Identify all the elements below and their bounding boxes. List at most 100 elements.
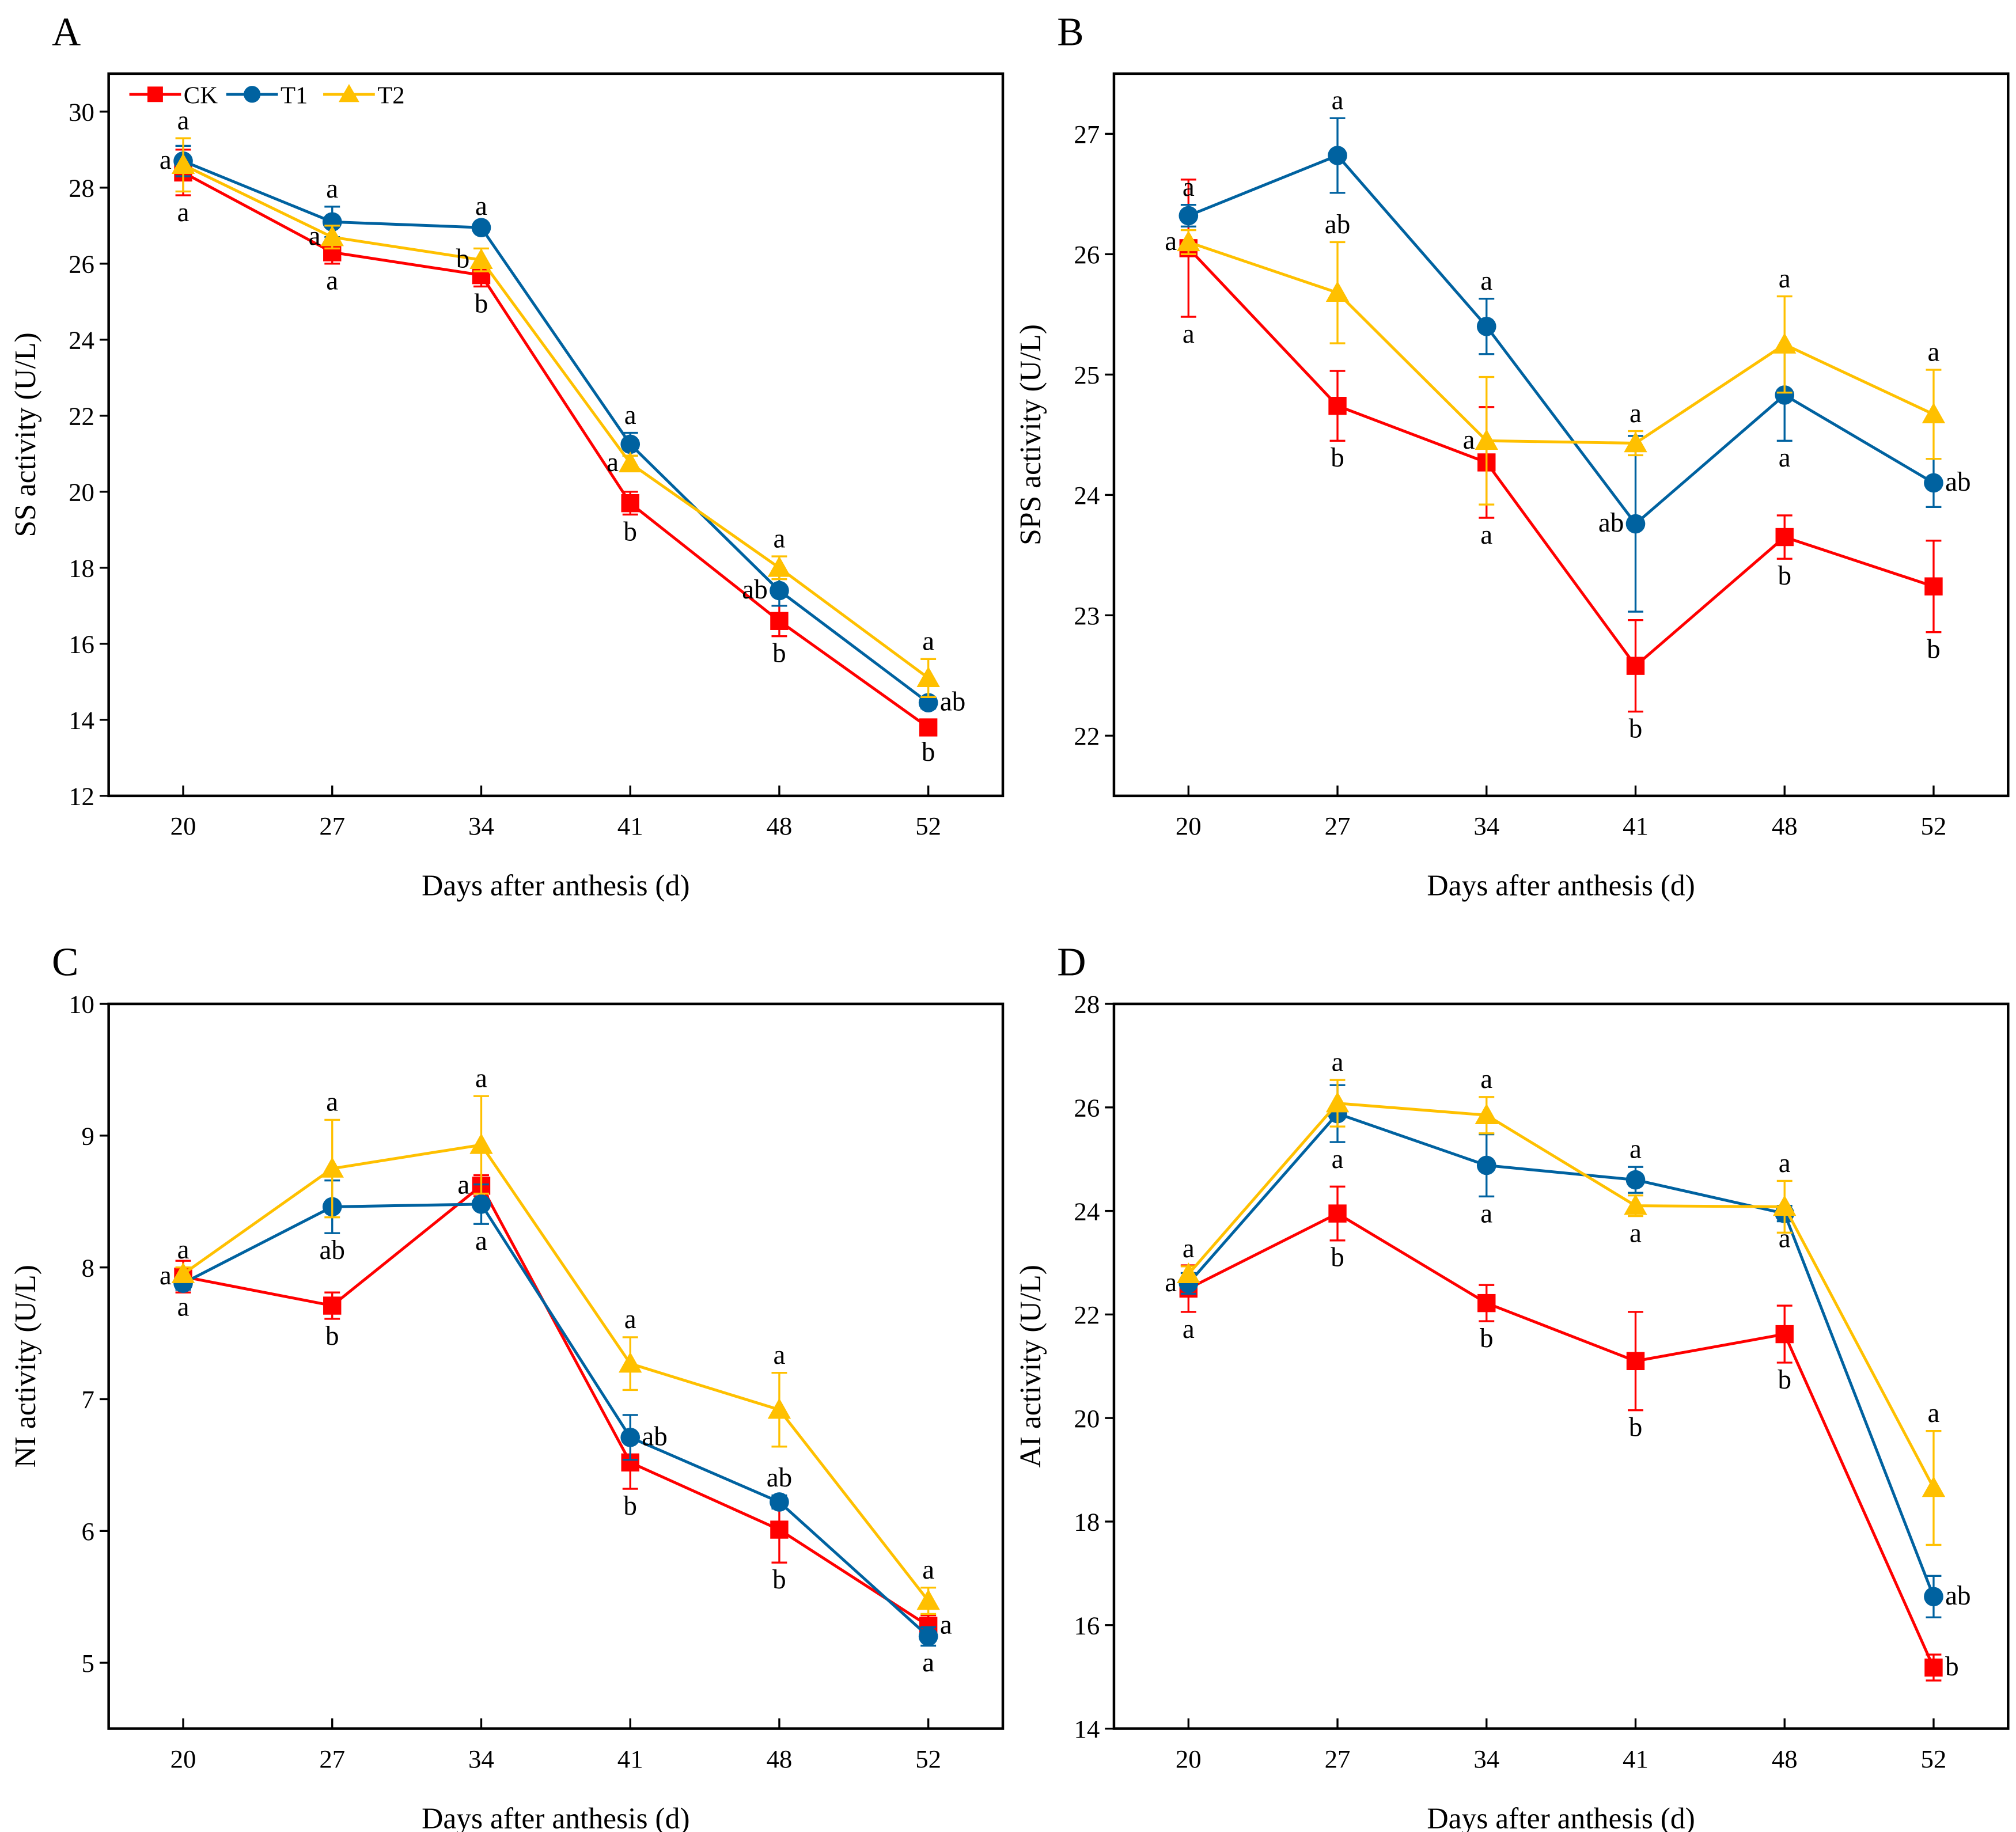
y-tick-label: 14: [69, 706, 94, 735]
x-tick-label: 48: [1772, 1744, 1798, 1773]
significance-letter: a: [1927, 337, 1939, 367]
y-axis-label: SPS activity (U/L): [1014, 324, 1047, 545]
significance-letter: a: [326, 1087, 338, 1117]
legend-label-CK: CK: [184, 82, 218, 109]
significance-letter: a: [326, 266, 338, 296]
significance-letter: a: [1332, 85, 1344, 115]
data-point-circle: [770, 581, 789, 601]
x-tick-label: 41: [1623, 1744, 1649, 1773]
significance-letter: a: [475, 191, 487, 221]
y-tick-label: 30: [69, 98, 94, 127]
y-tick-label: 5: [82, 1649, 94, 1678]
significance-letter: a: [475, 1064, 487, 1094]
x-tick-label: 20: [1176, 1744, 1202, 1773]
data-point-triangle: [320, 225, 344, 246]
significance-letter: a: [624, 1304, 636, 1334]
data-point-triangle: [1922, 1476, 1946, 1497]
series-CK: a b b b b b: [1179, 1185, 1959, 1682]
x-tick-label: 34: [468, 811, 494, 840]
y-tick-label: 18: [1074, 1508, 1100, 1537]
significance-letter: a: [1183, 172, 1195, 202]
data-point-triangle: [1624, 431, 1647, 453]
x-tick-label: 27: [319, 811, 345, 840]
y-tick-label: 25: [1074, 361, 1100, 389]
x-tick-label: 41: [1623, 811, 1649, 840]
x-axis-label: Days after anthesis (d): [422, 870, 689, 902]
y-axis-label: NI activity (U/L): [9, 1265, 42, 1467]
y-tick-label: 14: [1074, 1715, 1100, 1743]
legend-marker-triangle: [338, 84, 359, 103]
data-point-triangle: [1177, 230, 1200, 252]
data-point-circle: [770, 1492, 789, 1512]
y-tick-label: 20: [1074, 1404, 1100, 1433]
data-point-square: [1924, 1658, 1943, 1677]
x-tick-label: 27: [319, 1744, 345, 1773]
legend-marker-square: [147, 86, 163, 103]
data-point-square: [919, 718, 938, 737]
data-point-square: [1328, 397, 1347, 415]
significance-letter: a: [922, 627, 934, 657]
significance-letter: ab: [1325, 210, 1350, 240]
significance-letter: b: [475, 289, 488, 318]
series-line-T2: [1188, 241, 1934, 445]
y-tick-label: 18: [69, 554, 94, 583]
significance-letter: b: [922, 737, 935, 767]
x-tick-label: 34: [468, 1744, 494, 1773]
y-tick-label: 26: [69, 250, 94, 279]
significance-letter: b: [325, 1321, 339, 1351]
significance-letter: a: [1779, 264, 1791, 294]
significance-letter: ab: [940, 687, 965, 717]
x-axis-label: Days after anthesis (d): [1427, 1802, 1695, 1832]
data-point-triangle: [1624, 1194, 1647, 1215]
data-point-square: [323, 1296, 342, 1315]
series-line-T2: [182, 164, 930, 680]
significance-letter: a: [1165, 1268, 1177, 1298]
significance-letter: a: [177, 1292, 190, 1322]
data-point-triangle: [1773, 1195, 1797, 1216]
data-point-square: [1626, 657, 1645, 675]
x-tick-label: 41: [617, 811, 643, 840]
data-point-triangle: [1922, 403, 1946, 424]
panel-C: C 5 6 7 8 9 10 20 27 34 41 48 52 Days after anthesis …: [9, 940, 1005, 1832]
y-tick-label: 22: [1074, 1300, 1100, 1329]
series-line-CK: [182, 171, 930, 729]
y-axis-label: SS activity (U/L): [9, 332, 42, 537]
significance-letter: a: [160, 145, 172, 175]
data-point-triangle: [767, 556, 791, 577]
significance-letter: ab: [1945, 467, 1970, 497]
data-point-triangle: [767, 1398, 791, 1419]
y-tick-label: 20: [69, 478, 94, 507]
data-point-triangle: [619, 452, 642, 473]
significance-letter: a: [1779, 1223, 1791, 1253]
significance-letter: a: [1480, 1064, 1492, 1094]
significance-letter: a: [1779, 443, 1791, 473]
panel-label: A: [52, 10, 81, 55]
data-point-square: [1626, 1352, 1645, 1371]
series-CK: ab ab b a: [160, 1170, 952, 1640]
significance-letter: ab: [320, 1235, 345, 1265]
data-point-circle: [1625, 1170, 1646, 1190]
x-tick-label: 48: [767, 1744, 793, 1773]
series-line-CK: [1187, 247, 1934, 668]
significance-letter: a: [1630, 1218, 1642, 1248]
significance-letter: a: [177, 198, 190, 227]
significance-letter: b: [1778, 1365, 1791, 1395]
series-line-T2: [1187, 1102, 1935, 1489]
data-point-circle: [322, 212, 342, 232]
legend: CK T1 T2: [129, 82, 405, 109]
significance-letter: b: [772, 639, 786, 669]
panel-label: D: [1057, 940, 1086, 985]
significance-letter: ab: [1945, 1581, 1970, 1611]
y-tick-label: 16: [1074, 1611, 1100, 1640]
significance-letter: a: [457, 1170, 469, 1200]
significance-letter: a: [1183, 1234, 1195, 1264]
significance-letter: ab: [767, 1463, 792, 1493]
significance-letter: a: [1480, 266, 1492, 296]
panel-label: B: [1057, 10, 1083, 55]
series-line-T1: [182, 1203, 930, 1638]
y-tick-label: 22: [1074, 722, 1100, 750]
significance-letter: a: [160, 1261, 172, 1291]
significance-letter: a: [475, 1226, 487, 1256]
significance-letter: b: [1331, 443, 1344, 473]
